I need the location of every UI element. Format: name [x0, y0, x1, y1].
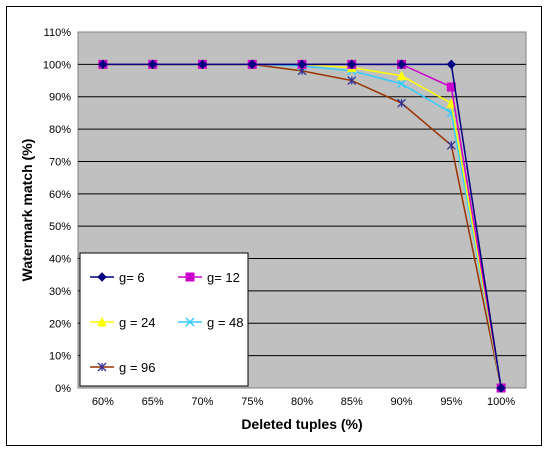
y-tick-label: 90%: [49, 92, 71, 104]
x-tick-label: 95%: [440, 396, 462, 408]
y-tick-label: 0%: [55, 383, 71, 395]
data-point: [397, 79, 407, 89]
y-tick-label: 20%: [49, 318, 71, 330]
data-point: [347, 76, 357, 86]
data-point: [347, 59, 357, 70]
y-tick-label: 50%: [49, 221, 71, 233]
series-group: [98, 59, 506, 393]
legend: g= 6 g= 12 g = 24 g = 48 g = 96: [79, 252, 249, 387]
series: [98, 59, 506, 393]
legend-label: g = 24: [119, 315, 156, 330]
x-tick-label: 85%: [341, 396, 363, 408]
legend-label: g= 6: [119, 270, 145, 285]
legend-box: [79, 252, 249, 387]
data-point: [247, 59, 257, 70]
x-tick-label: 60%: [92, 396, 114, 408]
y-tick-label: 80%: [49, 124, 71, 136]
legend-item: g= 6: [90, 270, 145, 285]
data-point: [297, 59, 307, 70]
x-tick-label: 65%: [142, 396, 164, 408]
data-point: [97, 316, 107, 327]
x-tick-label: 70%: [191, 396, 213, 408]
x-tick-label: 90%: [391, 396, 413, 408]
legend-item: g = 96: [90, 360, 156, 375]
x-axis-ticks: 60% 65% 70% 75% 80% 85% 90% 95% 100%: [92, 396, 516, 408]
legend-item: g = 48: [178, 315, 244, 330]
legend-item: g = 24: [90, 315, 156, 330]
y-tick-label: 60%: [49, 189, 71, 201]
data-point: [496, 383, 506, 393]
data-point: [97, 272, 107, 282]
data-point: [446, 59, 457, 70]
y-tick-label: 10%: [49, 351, 71, 363]
legend-item: g= 12: [178, 270, 240, 285]
legend-label: g = 48: [207, 315, 244, 330]
legend-label: g = 96: [119, 360, 156, 375]
data-point-stroke: [397, 79, 407, 89]
data-point: [185, 272, 195, 282]
data-point: [396, 70, 407, 81]
y-tick-label: 100%: [43, 59, 71, 71]
data-point: [97, 362, 107, 372]
data-point: [147, 59, 158, 70]
y-tick-label: 70%: [49, 156, 71, 168]
data-point: [98, 59, 108, 70]
data-point-stroke: [446, 108, 456, 118]
y-tick-label: 40%: [49, 254, 71, 266]
legend-label: g= 12: [207, 270, 240, 285]
y-axis-title: Watermark match (%): [19, 139, 35, 282]
y-axis-ticks: 0% 10% 20% 30% 40% 50% 60% 70% 80% 90% 100% 110%: [43, 27, 71, 395]
data-point-stroke: [185, 317, 195, 327]
data-point: [446, 140, 456, 150]
data-point: [396, 59, 407, 70]
x-tick-label: 80%: [291, 396, 313, 408]
legend-items: g= 6 g= 12 g = 24 g = 48 g = 96: [90, 270, 244, 375]
data-point: [397, 98, 407, 108]
x-tick-label: 100%: [487, 396, 515, 408]
x-tick-label: 75%: [241, 396, 263, 408]
data-point: [185, 317, 195, 327]
y-tick-label: 110%: [44, 27, 72, 39]
data-point: [197, 59, 208, 70]
y-tick-label: 30%: [49, 286, 71, 298]
x-axis-title: Deleted tuples (%): [241, 416, 362, 432]
